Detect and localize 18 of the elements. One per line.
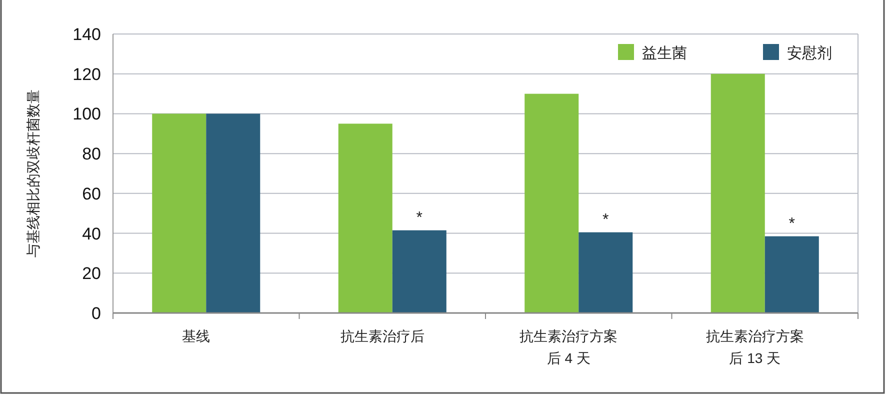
annotation: * [416, 209, 422, 226]
x-tick-label: 抗生素治疗方案后 13 天 [706, 328, 804, 366]
y-tick-label: 40 [82, 224, 101, 244]
y-tick-label: 60 [82, 184, 101, 204]
annotation: * [788, 215, 795, 232]
y-axis-title: 与基线相比的双歧杆菌数量 [25, 90, 41, 258]
legend-label: 安慰剂 [787, 45, 832, 62]
x-tick-label: 基线 [182, 328, 210, 344]
y-tick-label: 20 [82, 264, 101, 284]
y-tick-label: 120 [72, 64, 101, 84]
annotation: * [602, 211, 609, 228]
x-tick-label: 抗生素治疗后 [340, 328, 424, 344]
legend-label: 益生菌 [642, 45, 687, 62]
y-tick-label: 0 [92, 304, 101, 323]
x-tick-label: 抗生素治疗方案后 4 天 [520, 328, 618, 366]
y-tick-label: 80 [82, 144, 101, 164]
y-tick-label: 140 [72, 25, 101, 44]
y-tick-label: 100 [72, 104, 101, 124]
